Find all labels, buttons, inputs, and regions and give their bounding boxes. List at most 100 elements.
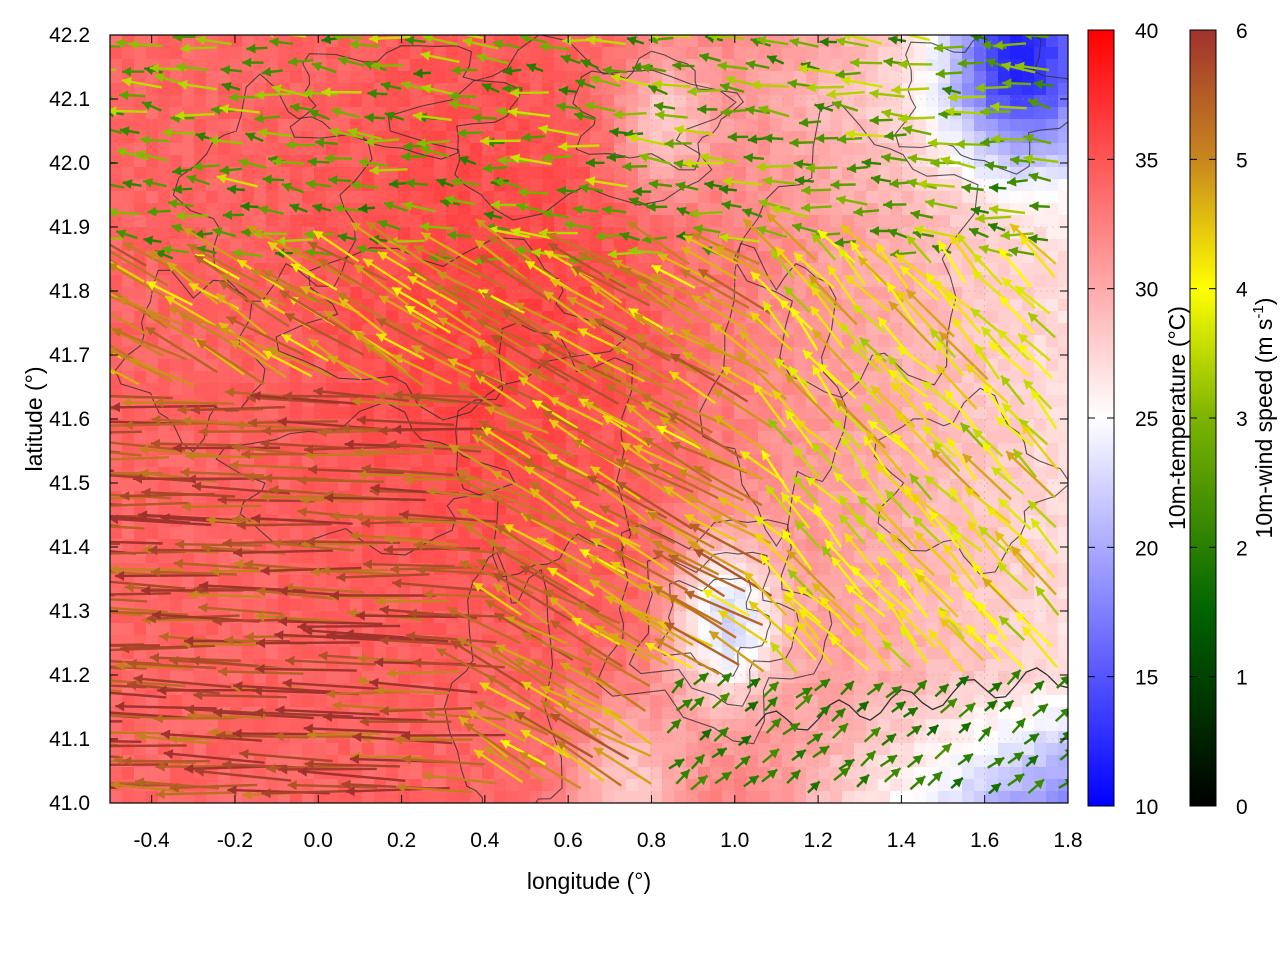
temperature-cell: [146, 143, 159, 156]
temperature-cell: [206, 71, 219, 84]
temperature-cell: [374, 791, 387, 803]
temperature-cell: [494, 791, 507, 803]
temperature-cell: [278, 359, 291, 372]
temperature-cell: [698, 323, 711, 336]
temperature-cell: [230, 227, 243, 240]
temperature-cell: [146, 119, 159, 132]
temperature-cell: [578, 575, 591, 588]
temperature-cell: [410, 551, 423, 564]
temperature-cell: [950, 59, 963, 72]
temperature-cell: [338, 791, 351, 803]
temperature-cell: [458, 743, 471, 756]
temperature-cell: [506, 143, 519, 156]
temperature-cell: [398, 215, 411, 228]
temperature-cell: [638, 71, 651, 84]
temperature-cell: [950, 707, 963, 720]
temperature-cell: [602, 791, 615, 803]
temperature-cell: [422, 551, 435, 564]
temperature-cell: [926, 71, 939, 84]
temperature-cell: [314, 695, 327, 708]
temperature-cell: [134, 383, 147, 396]
temperature-cell: [998, 575, 1011, 588]
temperature-cell: [902, 779, 915, 792]
temperature-cell: [758, 251, 771, 264]
temperature-cell: [374, 47, 387, 60]
temperature-cell: [578, 455, 591, 468]
temperature-cell: [254, 275, 267, 288]
temperature-cell: [446, 563, 459, 576]
temperature-cell: [218, 239, 231, 252]
temperature-cell: [806, 767, 819, 780]
temperature-cell: [878, 407, 891, 420]
temperature-cell: [434, 587, 447, 600]
temperature-cell: [386, 791, 399, 803]
temperature-cell: [290, 551, 303, 564]
temperature-cell: [170, 275, 183, 288]
temperature-cell: [506, 167, 519, 180]
temperature-cell: [374, 647, 387, 660]
temperature-cell: [122, 107, 135, 120]
temperature-cell: [110, 359, 123, 372]
temperature-cell: [710, 791, 723, 803]
temperature-cell: [1034, 611, 1047, 624]
temperature-cell: [986, 47, 999, 60]
temperature-cell: [782, 383, 795, 396]
temperature-cell: [134, 791, 147, 803]
temperature-cell: [326, 599, 339, 612]
temperature-cell: [674, 611, 687, 624]
temperature-cell: [938, 503, 951, 516]
temperature-cell: [182, 551, 195, 564]
temperature-cell: [194, 71, 207, 84]
temperature-cell: [614, 35, 627, 48]
temperature-cell: [878, 95, 891, 108]
temperature-cell: [146, 767, 159, 780]
temperature-cell: [266, 95, 279, 108]
temperature-cell: [146, 71, 159, 84]
temperature-cell: [194, 383, 207, 396]
temperature-cell: [986, 743, 999, 756]
temperature-cell: [182, 719, 195, 732]
temperature-cell: [338, 155, 351, 168]
temperature-cell: [602, 695, 615, 708]
temperature-cell: [938, 479, 951, 492]
temperature-cell: [842, 215, 855, 228]
temperature-cell: [194, 167, 207, 180]
temperature-cell: [386, 119, 399, 132]
temperature-cell: [626, 203, 639, 216]
temperature-cell: [998, 179, 1011, 192]
temperature-cell: [890, 167, 903, 180]
temperature-cell: [206, 47, 219, 60]
temperature-cell: [662, 311, 675, 324]
temperature-cell: [254, 251, 267, 264]
temperature-cell: [158, 95, 171, 108]
temperature-cell: [698, 707, 711, 720]
temperature-cell: [218, 155, 231, 168]
temperature-cell: [962, 47, 975, 60]
temperature-cell: [818, 767, 831, 780]
temperature-cell: [746, 95, 759, 108]
temperature-cell: [326, 503, 339, 516]
temperature-cell: [278, 527, 291, 540]
temperature-cell: [134, 119, 147, 132]
temperature-cell: [482, 179, 495, 192]
temperature-cell: [230, 791, 243, 803]
temperature-cell: [254, 647, 267, 660]
temperature-cell: [902, 71, 915, 84]
temperature-cell: [350, 119, 363, 132]
temperature-cell: [818, 59, 831, 72]
temperature-cell: [782, 239, 795, 252]
temperature-cell: [254, 779, 267, 792]
temperature-cell: [230, 671, 243, 684]
temperature-cell: [614, 47, 627, 60]
temperature-cell: [758, 95, 771, 108]
temperature-cell: [710, 707, 723, 720]
temperature-cell: [338, 599, 351, 612]
temperature-cell: [290, 503, 303, 516]
temperature-cell: [1034, 419, 1047, 432]
temperature-cell: [806, 755, 819, 768]
temperature-cell: [158, 323, 171, 336]
temperature-cell: [194, 719, 207, 732]
temperature-cell: [182, 95, 195, 108]
temperature-cell: [218, 47, 231, 60]
temperature-cell: [962, 347, 975, 360]
